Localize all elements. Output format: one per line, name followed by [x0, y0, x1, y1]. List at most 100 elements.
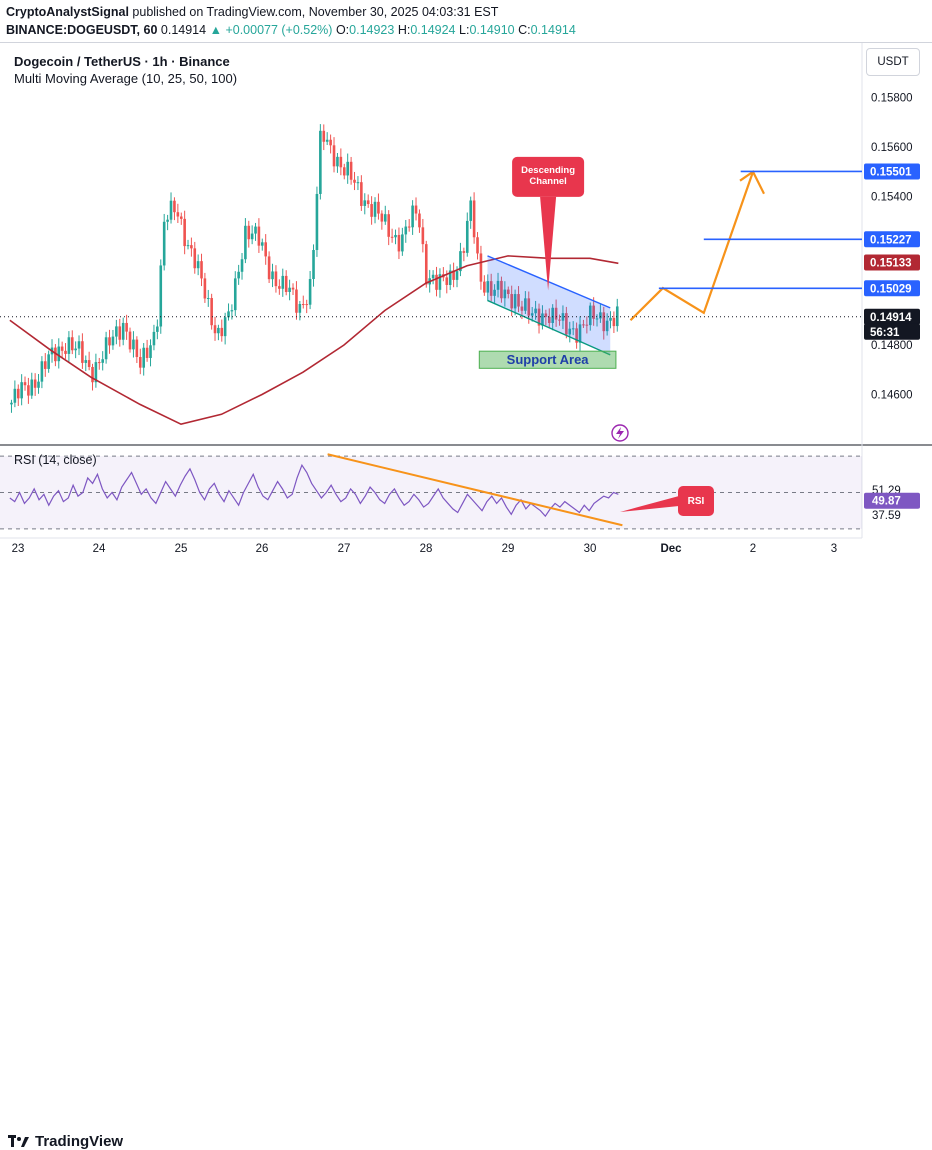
candle-body: [125, 322, 128, 332]
candle-body: [615, 306, 619, 327]
open-label: O:: [335, 23, 350, 37]
candle-body: [227, 311, 230, 318]
candle-body: [74, 348, 77, 351]
candle-body: [305, 304, 308, 306]
candle-body: [70, 337, 74, 351]
candle-body: [176, 212, 180, 217]
candle-body: [104, 337, 108, 360]
candle-body: [97, 362, 101, 364]
candle-body: [149, 345, 152, 358]
tradingview-logo-icon: [8, 1134, 29, 1147]
candle-body: [271, 271, 274, 280]
candle-body: [568, 328, 572, 335]
candle-body: [64, 350, 67, 354]
price-label-tag: [864, 308, 920, 325]
candle-body: [142, 347, 145, 368]
candle-body: [319, 130, 322, 194]
candle-body: [237, 271, 240, 279]
publish-line: CryptoAnalystSignal published on Trading…: [6, 5, 498, 19]
price-label-text: 0.15133: [870, 258, 912, 270]
candle-body: [561, 313, 565, 321]
currency-button[interactable]: USDT: [866, 48, 920, 76]
candle-body: [87, 360, 91, 367]
legend-title[interactable]: Dogecoin / TetherUS · 1h · Binance: [14, 54, 230, 69]
candle-body: [254, 226, 257, 234]
rsi-legend[interactable]: RSI (14, close): [14, 453, 97, 467]
candle-body: [483, 281, 486, 293]
open-value: 0.14923: [349, 23, 395, 37]
candle-body: [414, 205, 418, 214]
candle-body: [418, 213, 421, 228]
published-text: published on TradingView.com, November 3…: [132, 5, 499, 19]
channel-callout-box: [512, 156, 585, 197]
price-label-tag: [864, 323, 920, 340]
candle-body: [27, 385, 30, 396]
candle-body: [356, 182, 360, 184]
price-change: +0.00077 (+0.52%): [225, 23, 333, 37]
support-area-box: [478, 350, 617, 369]
time-tick-label: Dec: [660, 543, 682, 555]
candle-body: [200, 261, 203, 279]
tradingview-logo-text: TradingView: [35, 1133, 124, 1150]
price-label-tag: [864, 231, 920, 248]
rsi-callout-label: RSI: [688, 496, 705, 507]
price-label-text: 0.15501: [870, 166, 912, 178]
candle-body: [77, 341, 81, 349]
candle-body: [179, 216, 183, 219]
candle-body: [489, 281, 493, 296]
candle-body: [325, 139, 329, 142]
rsi-trendline: [327, 453, 623, 527]
high-label: H:: [397, 23, 411, 37]
channel-callout-word: Channel: [529, 176, 566, 187]
candle-body: [503, 289, 507, 299]
candle-body: [67, 337, 71, 354]
candle-body: [401, 234, 404, 252]
candle-body: [541, 313, 544, 326]
candle-body: [380, 213, 384, 222]
author-name[interactable]: CryptoAnalystSignal: [6, 5, 129, 19]
chart-area[interactable]: Support Area Descending Channel RSI 51.29 49…: [0, 42, 932, 563]
candle-body: [387, 214, 390, 237]
candle-body: [156, 326, 159, 332]
candle-body: [370, 204, 373, 217]
channel-lower-line: [487, 299, 611, 356]
rsi-callout-pointer: [620, 496, 679, 512]
candle-body: [547, 316, 551, 323]
legend-indicator[interactable]: Multi Moving Average (10, 25, 50, 100): [14, 71, 238, 86]
candle-body: [582, 324, 585, 326]
channel-callout-label: Descending Channel: [521, 165, 575, 187]
candle-body: [278, 286, 281, 289]
candle-body: [565, 313, 568, 335]
candle-body: [486, 281, 490, 293]
candle-body: [84, 360, 88, 363]
candle-body: [612, 317, 616, 327]
candle-body: [500, 280, 503, 299]
candle-body: [284, 275, 288, 292]
price-label-text: 0.14914: [870, 312, 912, 324]
tradingview-logo[interactable]: TradingView: [8, 1133, 123, 1150]
candle-body: [121, 322, 125, 340]
candle-body: [247, 225, 251, 240]
candle-body: [217, 327, 220, 334]
candle-body: [599, 312, 602, 319]
lightning-icon-bolt: [616, 427, 624, 439]
channel-callout-pointer: [540, 196, 557, 291]
candle-body: [513, 294, 517, 309]
price-tick-label: 0.15800: [871, 92, 913, 104]
candle-body: [496, 280, 500, 290]
candle-body: [609, 317, 612, 321]
candle-body: [91, 366, 94, 383]
rsi-callout-box: [678, 486, 714, 516]
candle-body: [173, 200, 176, 213]
close-label: C:: [518, 23, 531, 37]
candle-body: [551, 307, 554, 323]
candle-body: [469, 200, 472, 221]
candle-body: [506, 289, 510, 295]
time-tick-label: 30: [584, 543, 597, 555]
price-tick-label: 0.15400: [871, 191, 913, 203]
candle-body: [537, 308, 541, 326]
header: CryptoAnalystSignal published on Trading…: [0, 0, 932, 42]
candle-body: [421, 227, 425, 245]
candle-body: [452, 270, 455, 280]
